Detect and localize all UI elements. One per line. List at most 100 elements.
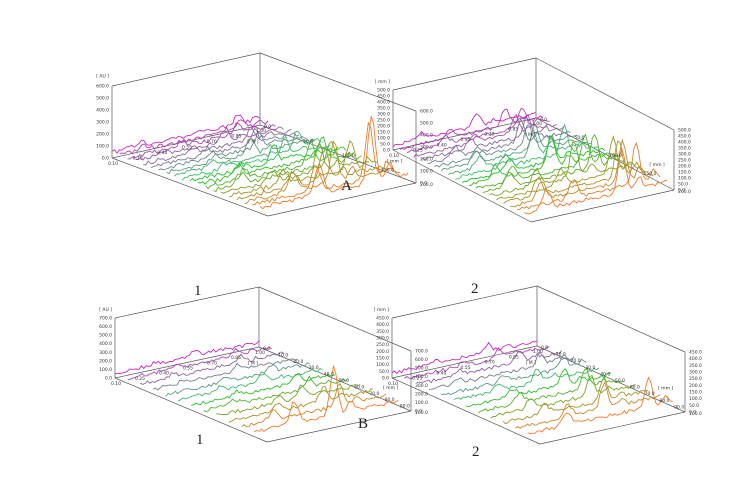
row-label-b: B xyxy=(358,416,368,432)
x-tick-label: 0.85 xyxy=(509,354,519,360)
x-axis-unit: [ M ] xyxy=(248,361,258,367)
y-tick-label: 30.0 xyxy=(585,365,595,371)
panel-label-bottom-right: 2 xyxy=(472,444,480,460)
series-line xyxy=(427,117,571,164)
series-line xyxy=(213,140,362,193)
y-tick-label: 80.0 xyxy=(659,398,669,404)
x-tick-label: 0.25 xyxy=(412,376,422,382)
panel-label-top-right: 2 xyxy=(471,281,479,297)
frame-edge xyxy=(114,286,260,319)
z-tick-label: 250.0 xyxy=(377,118,390,124)
series-line xyxy=(189,144,339,182)
frame-edge xyxy=(258,346,412,412)
z-tick-label: 100.0 xyxy=(376,362,389,368)
series-line xyxy=(127,122,276,160)
series-line xyxy=(440,124,585,172)
z-tick-label: 450.0 xyxy=(377,94,390,100)
z-tick-label-right: 450.0 xyxy=(689,350,702,356)
x-tick-label: 0.70 xyxy=(484,132,494,138)
y-tick-label: 150.0 xyxy=(381,168,394,174)
y-tick-label: 100.0 xyxy=(342,153,355,159)
y-tick-label: 50.0 xyxy=(303,139,313,145)
z-tick-label-right: 50.0 xyxy=(678,182,688,188)
frame-edge xyxy=(539,411,686,445)
z-tick-label: 600.0 xyxy=(99,324,112,330)
series-line xyxy=(406,107,550,153)
series-line xyxy=(127,346,272,381)
z-tick-label-right: 200.0 xyxy=(415,391,428,397)
y-axis-unit: [ mm ] xyxy=(387,159,402,165)
z-tick-label: 300.0 xyxy=(377,112,390,118)
z-tick-label-right: 250.0 xyxy=(689,376,702,382)
x-tick-label: 0.55 xyxy=(183,366,193,372)
frame-edge xyxy=(111,157,269,217)
series-line xyxy=(174,130,323,177)
y-tick-label: 150.0 xyxy=(644,171,657,177)
frame-edge xyxy=(266,410,412,443)
z-tick-label-right: 350.0 xyxy=(689,363,702,369)
z-tick-label-right: 500.0 xyxy=(420,121,433,127)
z-tick-label-right: 300.0 xyxy=(678,152,691,158)
y-tick-label: 0.0 xyxy=(264,124,271,130)
y-tick-label: 200.0 xyxy=(678,189,691,195)
z-tick-label: 50.0 xyxy=(380,142,390,148)
frame-edge xyxy=(530,189,675,223)
frame-edge xyxy=(114,346,260,379)
y-tick-label: 50.0 xyxy=(575,135,585,141)
panel-a2: 0.050.0100.0150.0200.0250.0300.0350.0400… xyxy=(375,57,691,223)
x-tick-label: 0.25 xyxy=(413,148,423,154)
series-line xyxy=(461,134,606,183)
y-tick-label: 60.0 xyxy=(354,384,364,390)
series-line xyxy=(190,372,336,406)
z-axis-unit: [ AU ] xyxy=(96,73,109,79)
series-line xyxy=(252,121,401,206)
panel-label-bottom-left: 1 xyxy=(196,432,204,448)
x-tick-label: 0.10 xyxy=(388,381,398,387)
z-axis-unit: [ mm ] xyxy=(375,79,390,85)
y-tick-label: 200.0 xyxy=(420,182,433,188)
series-line xyxy=(434,124,578,168)
series-line xyxy=(392,112,537,148)
series-line xyxy=(416,350,563,384)
series-line xyxy=(455,123,599,180)
z-tick-label-right: 150.0 xyxy=(689,390,702,396)
series-line xyxy=(140,351,285,385)
series-line xyxy=(150,127,300,169)
z-tick-label-right: 300.0 xyxy=(415,383,428,389)
frame-edge xyxy=(535,57,675,131)
series-line xyxy=(165,362,310,397)
x-tick-label: 0.25 xyxy=(135,376,145,382)
x-tick-label: 0.55 xyxy=(182,145,192,151)
y-tick-label: 20.0 xyxy=(293,359,303,365)
series-line xyxy=(236,146,385,201)
y-tick-label: 100.0 xyxy=(689,411,702,417)
x-tick-label: 0.40 xyxy=(159,371,169,377)
z-tick-label-right: 0.0 xyxy=(415,409,422,415)
series-line xyxy=(259,116,409,210)
series-line xyxy=(114,340,260,375)
series-line xyxy=(510,138,654,208)
z-tick-label: 350.0 xyxy=(377,106,390,112)
x-axis-unit: [ M ] xyxy=(526,360,536,366)
series-line xyxy=(527,376,673,434)
z-tick-label-right: 50.0 xyxy=(689,403,699,409)
x-tick-label: 1.00 xyxy=(532,121,542,127)
series-line xyxy=(254,365,399,433)
y-tick-label: 90.0 xyxy=(674,404,684,410)
z-tick-label-right: 350.0 xyxy=(678,146,691,152)
z-tick-label-right: 600.0 xyxy=(420,109,433,115)
series-line xyxy=(399,108,544,150)
frame-edge xyxy=(392,57,537,91)
z-tick-label: 700.0 xyxy=(99,316,112,322)
series-line xyxy=(152,358,298,391)
z-tick-label-right: 400.0 xyxy=(415,374,428,380)
series-line xyxy=(244,140,393,204)
series-line xyxy=(143,126,292,166)
series-line xyxy=(489,140,633,196)
y-tick-label: 0.0 xyxy=(541,345,548,351)
series-line xyxy=(503,140,647,204)
series-line xyxy=(413,113,557,158)
z-tick-label-right: 700.0 xyxy=(415,349,428,355)
y-tick-label: 100.0 xyxy=(609,153,622,159)
